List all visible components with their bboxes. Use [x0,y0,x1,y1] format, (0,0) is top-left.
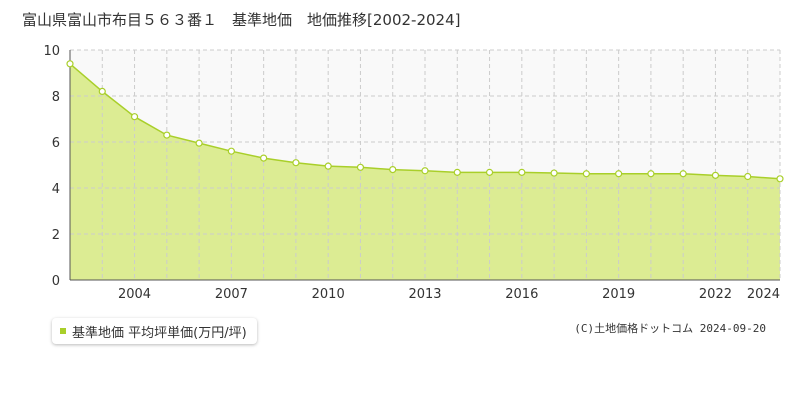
data-point [227,147,235,155]
x-tick-label: 2019 [602,287,635,302]
data-point [776,175,784,183]
data-point [582,170,590,178]
x-tick-label: 2022 [699,287,732,302]
legend: 基準地価 平均坪単価(万円/坪) [52,318,257,344]
x-tick-label: 2010 [312,287,345,302]
data-point [66,60,74,68]
data-point [292,159,300,167]
y-tick-label: 6 [52,136,60,151]
data-point [98,87,106,96]
y-tick-label: 0 [52,274,60,289]
data-point [453,168,461,176]
data-point [421,167,429,175]
data-point [550,169,558,177]
x-tick-label: 2004 [118,287,151,302]
y-tick-label: 8 [52,90,60,105]
data-point [324,162,332,170]
x-tick-label: 2016 [505,287,538,302]
x-tick-label: 2013 [408,287,441,302]
data-point [615,170,623,178]
data-point [260,154,268,162]
copyright-text: (C)土地価格ドットコム 2024-09-20 [574,322,766,335]
legend-label: 基準地価 平均坪単価(万円/坪) [72,325,247,341]
chart-title: 富山県富山市布目５６３番１ 基準地価 地価推移[2002-2024] [22,11,461,29]
data-point [679,170,687,178]
legend-swatch [60,328,66,334]
x-tick-label: 2024 [747,287,780,302]
data-point [389,166,397,174]
data-point [744,172,752,181]
data-point [711,171,720,179]
data-point [485,168,494,176]
x-tick-label: 2007 [215,287,248,302]
y-tick-label: 10 [43,44,60,59]
y-tick-label: 4 [52,182,60,197]
data-point [518,168,526,176]
data-point [163,131,171,139]
data-point [195,139,203,147]
data-point [130,113,139,121]
data-point [356,163,365,171]
y-tick-label: 2 [52,228,60,243]
data-point [647,170,655,178]
